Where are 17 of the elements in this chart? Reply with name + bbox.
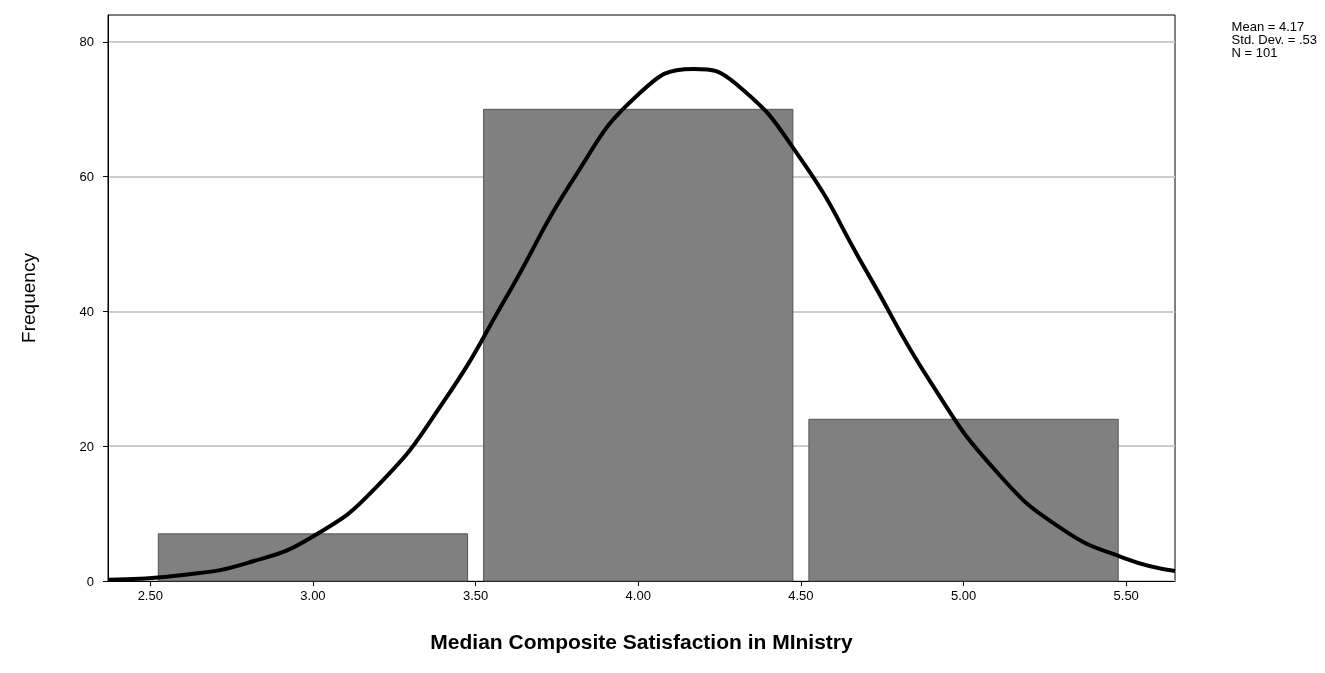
x-tick-label: 4.00 (625, 588, 651, 603)
x-tick-label: 3.50 (462, 588, 489, 603)
x-tick-label: 3.00 (300, 588, 326, 603)
x-tick-label: 2.50 (137, 588, 163, 603)
x-tick-label: 5.50 (1113, 588, 1139, 603)
y-tick-label: 40 (79, 303, 94, 319)
x-tick-label: 5.00 (950, 588, 977, 603)
y-tick-label: 20 (79, 438, 94, 454)
y-tick-label: 80 (79, 34, 94, 50)
text: Std. Dev. = .53 (1231, 32, 1317, 47)
y-tick-label: 60 (79, 169, 94, 185)
x-tick-label: 4.50 (788, 588, 814, 603)
text: N = 101 (1231, 45, 1278, 60)
y-tick-label: 0 (86, 573, 94, 589)
text: Mean = 4.17 (1231, 19, 1305, 34)
y-axis-title: Frequency (18, 252, 39, 343)
x-axis-title: Median Composite Satisfaction in MInistry (430, 630, 854, 653)
